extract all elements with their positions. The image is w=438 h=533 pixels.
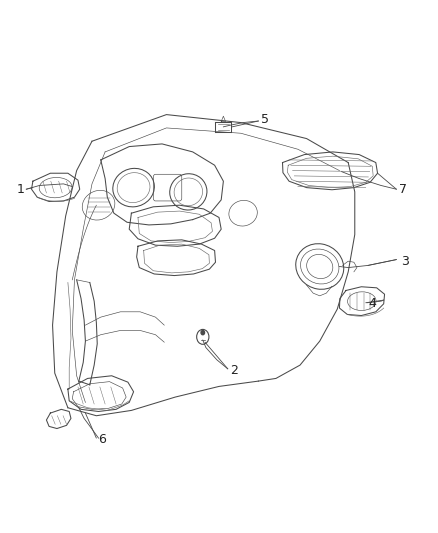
Circle shape bbox=[201, 330, 205, 335]
Text: 1: 1 bbox=[16, 183, 24, 196]
Text: 7: 7 bbox=[399, 183, 406, 196]
Text: 3: 3 bbox=[401, 255, 409, 268]
Text: 6: 6 bbox=[99, 433, 106, 446]
Text: 4: 4 bbox=[368, 297, 376, 310]
Text: 2: 2 bbox=[230, 364, 238, 377]
Text: 5: 5 bbox=[261, 114, 268, 126]
